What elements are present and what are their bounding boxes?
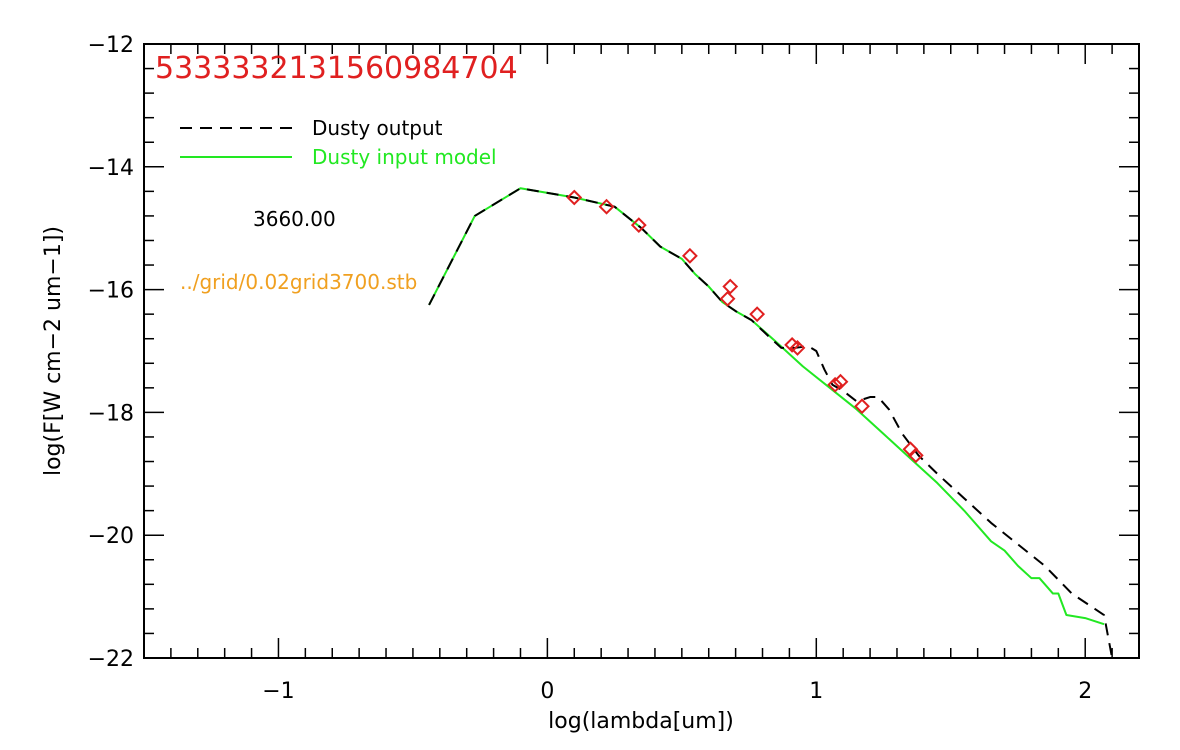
y-axis-title: log(F[W cm−2 um−1]): [41, 226, 66, 476]
x-tick-labels: −1 0 1 2: [262, 679, 1092, 704]
series-layer: [428, 187, 1114, 659]
plot-frame: [143, 43, 1140, 659]
x-axis-title: log(lambda[um]): [548, 709, 734, 734]
data-marker-diamond: [598, 198, 615, 215]
data-marker-diamond: [566, 189, 583, 206]
y-tick-label: −22: [88, 647, 134, 672]
legend-label-dusty-input-model: Dusty input model: [312, 145, 497, 169]
y-tick-label: −14: [88, 156, 134, 181]
x-tick-label: 2: [1078, 679, 1092, 704]
series-line-dusty-output: [428, 187, 1114, 659]
x-tick-label: −1: [262, 679, 294, 704]
annotation-temperature: 3660.00: [253, 207, 336, 231]
data-marker-diamond: [832, 373, 849, 390]
axis-ticks: [143, 43, 1140, 659]
data-marker-diamond: [749, 306, 766, 323]
data-marker-diamond: [907, 447, 924, 464]
x-tick-label: 0: [540, 679, 554, 704]
y-tick-label: −16: [88, 279, 134, 304]
data-marker-diamond: [681, 247, 698, 264]
y-tick-label: −20: [88, 524, 134, 549]
data-marker-diamond: [854, 398, 870, 415]
data-marker-diamond: [719, 290, 736, 307]
legend-label-dusty-output: Dusty output: [312, 116, 443, 140]
data-marker-diamond: [789, 340, 806, 356]
data-marker-diamond: [722, 278, 739, 295]
data-marker-diamond: [630, 217, 647, 234]
chart-title: 5333332131560984704: [155, 51, 518, 86]
annotation-grid-file: ../grid/0.02grid3700.stb: [180, 270, 417, 294]
series-line-dusty-input-model: [428, 187, 1105, 626]
y-tick-labels: −22 −20 −18 −16 −14 −12: [88, 33, 134, 672]
y-tick-label: −12: [88, 33, 134, 58]
data-marker-diamond: [827, 376, 844, 393]
legend: Dusty output Dusty input model: [180, 116, 497, 169]
y-tick-label: −18: [88, 401, 134, 426]
x-tick-label: 1: [809, 679, 823, 704]
